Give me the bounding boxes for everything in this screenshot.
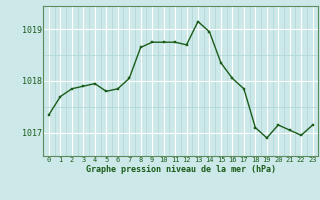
X-axis label: Graphe pression niveau de la mer (hPa): Graphe pression niveau de la mer (hPa) bbox=[86, 165, 276, 174]
